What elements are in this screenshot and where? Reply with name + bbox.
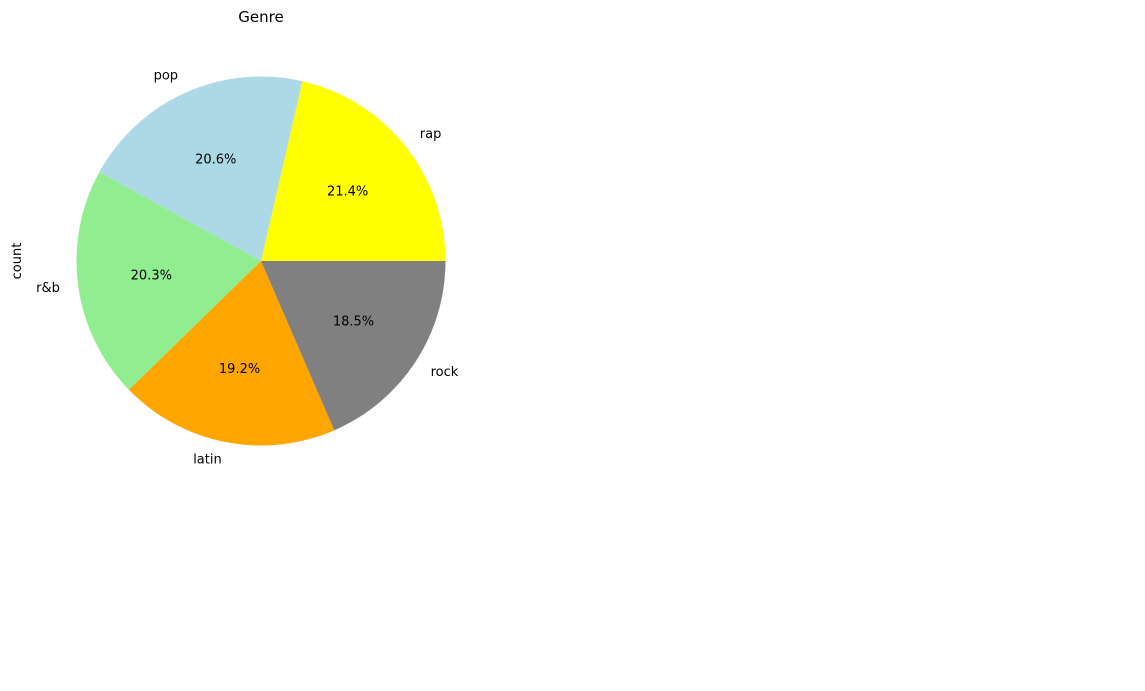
- slice-percent-label: 20.3%: [131, 268, 172, 283]
- pie-slices: [76, 76, 446, 446]
- slice-percent-label: 20.6%: [195, 152, 236, 167]
- pie-slice-pop: [99, 76, 303, 261]
- slice-label: rock: [431, 365, 459, 380]
- slice-percent-label: 21.4%: [327, 185, 368, 200]
- pie-labels: rap 21.4% pop 20.6% r&b 20.3% latin 19.2% rock 18…: [36, 68, 459, 467]
- pie-slice-rock: [261, 261, 446, 431]
- slice-label: latin: [193, 453, 222, 468]
- y-axis-label: count: [10, 243, 25, 280]
- slice-percent-label: 19.2%: [219, 362, 260, 377]
- slice-label: pop: [154, 68, 178, 83]
- chart-title: Genre: [238, 8, 283, 26]
- pie-slice-latin: [128, 261, 335, 446]
- pie-slice-r-b: [76, 172, 261, 390]
- slice-label: rap: [420, 127, 442, 142]
- pie-slice-rap: [261, 81, 446, 261]
- slice-percent-label: 18.5%: [333, 314, 374, 329]
- slice-label: r&b: [36, 281, 60, 296]
